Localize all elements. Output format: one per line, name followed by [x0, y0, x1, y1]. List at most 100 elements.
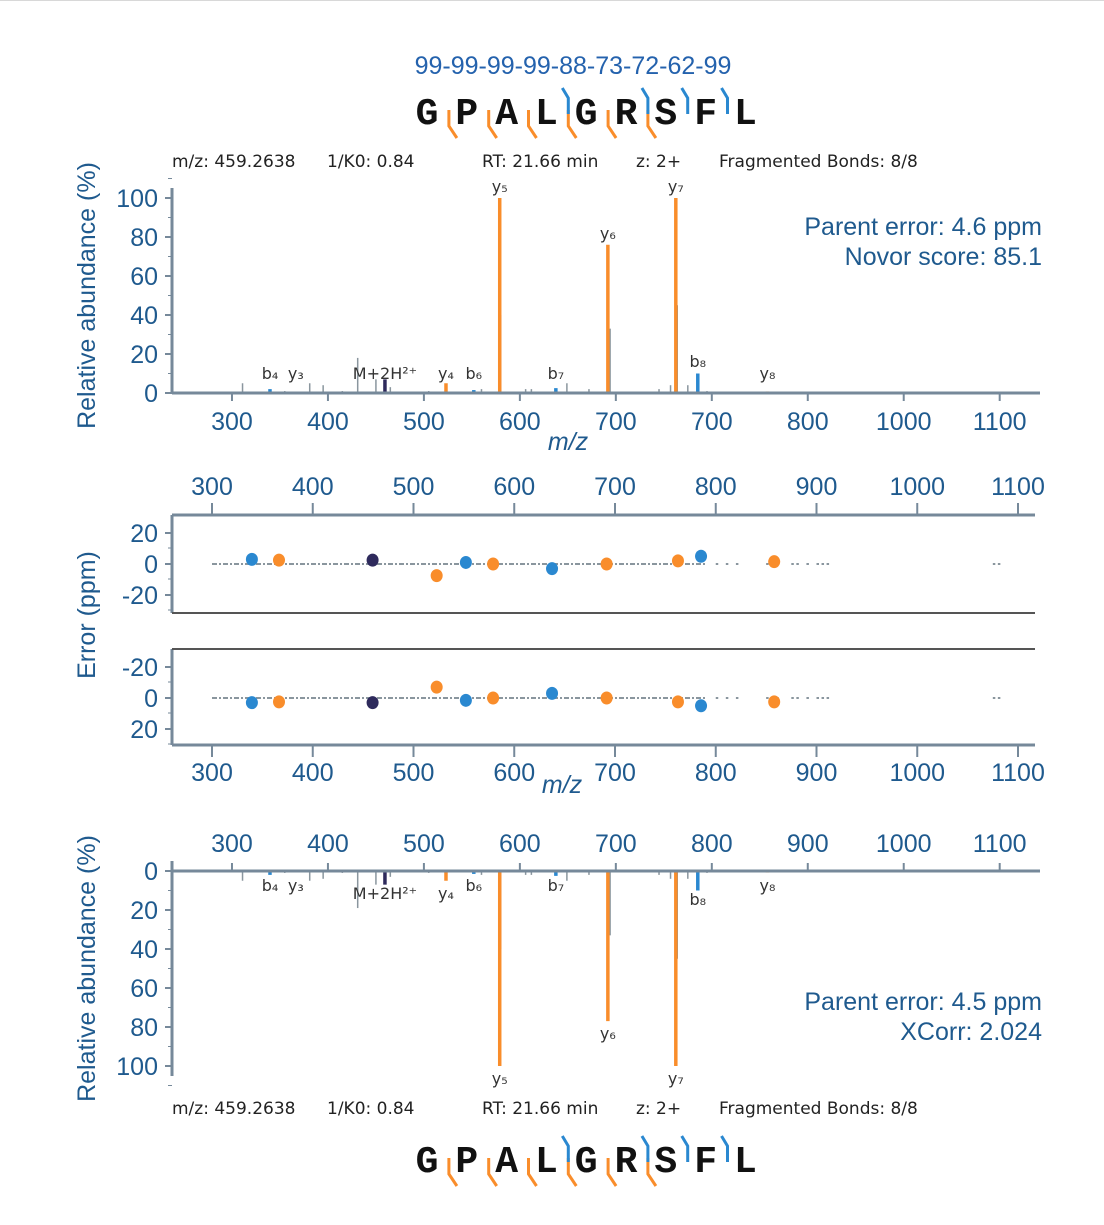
y-tick-label: 0: [144, 685, 158, 713]
x-tick-label: 600: [493, 473, 535, 501]
y-tick-label: 80: [130, 224, 158, 252]
residue: F: [694, 1141, 717, 1184]
error-point-y: [768, 555, 781, 569]
y-ion-break-mark: [566, 110, 578, 139]
top-spectrum: b₄ y₃ M+2H²⁺ y₄ b₆ y₅ b₇ y₆ y₇ b₈ y₈ 0 20 40 60 80 100 30…: [73, 162, 1042, 456]
ion-mobility: 1/K0: 0.84: [327, 152, 415, 172]
residue: P: [455, 93, 478, 136]
peak-label: b₄: [262, 876, 279, 895]
x-tick-label: 1000: [889, 759, 945, 787]
y-tick-label: 20: [130, 341, 158, 369]
y-tick-label: 20: [130, 716, 158, 744]
residue: S: [654, 93, 677, 136]
b-ion-break-mark: [561, 87, 570, 114]
x-tick-label: 900: [796, 759, 838, 787]
x-tick-label: 300: [211, 408, 253, 436]
error-point-y: [430, 569, 443, 583]
error-point-y: [600, 557, 613, 571]
score-annotation: Parent error: 4.5 ppm: [804, 988, 1042, 1016]
b-ion-break-mark: [640, 87, 650, 114]
x-tick-label: 600: [499, 408, 541, 436]
y-tick-label: 20: [130, 897, 158, 925]
y-ion-break-mark: [566, 1158, 578, 1187]
error-point-b: [546, 562, 559, 576]
x-tick-label: 700: [594, 473, 636, 501]
x-tick-label: 1100: [991, 473, 1045, 501]
x-tick-label: 300: [191, 759, 233, 787]
error-point-b: [245, 696, 258, 710]
x-tick-label: 300: [191, 473, 233, 501]
x-tick-label: 900: [787, 830, 829, 858]
x-tick-label: 500: [393, 759, 435, 787]
x-tick-label: 400: [292, 473, 334, 501]
peak-label: y₈: [760, 364, 776, 383]
x-tick-label: 500: [403, 830, 445, 858]
x-tick-label: 1100: [973, 830, 1027, 858]
peak-label: b₄: [262, 364, 279, 383]
x-tick-label: 800: [695, 759, 737, 787]
residue: S: [654, 1141, 677, 1184]
peak-label: y₆: [600, 1024, 616, 1043]
y-tick-label: -20: [122, 582, 158, 610]
x-tick-label: 800: [787, 408, 829, 436]
error-plot-bottom: -20 0 20 300 400 500 600 700 800 900 1000 1100 m/z: [122, 648, 1045, 799]
x-tick-label: 900: [796, 473, 838, 501]
error-point-b: [459, 555, 472, 569]
residue: L: [535, 1141, 558, 1184]
x-tick-label: 400: [307, 408, 349, 436]
b-ion-break-mark: [680, 1135, 690, 1162]
precursor-mz: m/z: 459.2638: [172, 152, 295, 172]
y-tick-label: 0: [144, 380, 158, 408]
residue: G: [416, 1141, 439, 1184]
x-tick-label: 400: [292, 759, 334, 787]
peak-label: y₇: [668, 1069, 684, 1088]
error-point-precursor: [366, 696, 379, 710]
x-axis-label: m/z: [548, 428, 589, 456]
y-tick-label: 100: [116, 185, 158, 213]
score-annotation: Novor score: 85.1: [845, 243, 1042, 271]
peak-label: y₃: [288, 876, 304, 895]
residue: G: [416, 93, 439, 136]
error-point-y: [671, 554, 684, 568]
b-ion-break-mark: [720, 87, 729, 114]
score-annotation: XCorr: 2.024: [900, 1018, 1042, 1046]
y-tick-label: 0: [144, 858, 158, 886]
error-point-y: [768, 695, 781, 709]
peak-label: y₈: [760, 876, 776, 895]
b-ion-break-mark: [561, 1135, 570, 1162]
y-ion-break-mark: [447, 110, 459, 139]
y-ion-break-mark: [606, 110, 618, 139]
score-annotation: Parent error: 4.6 ppm: [804, 213, 1042, 241]
x-tick-label: 800: [695, 473, 737, 501]
x-tick-label: 500: [393, 473, 435, 501]
x-tick-label: 300: [211, 830, 253, 858]
y-tick-label: 40: [130, 302, 158, 330]
error-point-y: [487, 691, 500, 705]
residue-confidence: 99-99-99-99-88-73-72-62-99: [415, 52, 732, 80]
error-point-b: [695, 549, 708, 563]
residue: R: [615, 1141, 638, 1184]
y-tick-label: -20: [122, 654, 158, 682]
y-ion-break-mark: [527, 1158, 538, 1187]
peak-label: y₇: [668, 177, 684, 196]
x-tick-label: 700: [691, 408, 733, 436]
error-point-b: [695, 699, 708, 713]
error-point-b: [546, 686, 559, 700]
y-ion-break-mark: [606, 1158, 618, 1187]
y-tick-label: 0: [144, 551, 158, 579]
peak-label: b₈: [690, 890, 707, 909]
x-tick-label: 700: [595, 408, 637, 436]
x-tick-label: 1100: [991, 759, 1045, 787]
retention-time: RT: 21.66 min: [482, 152, 598, 172]
b-ion-break-mark: [720, 1135, 729, 1162]
y-axis-label: Relative abundance (%): [73, 835, 101, 1102]
meta-top: m/z: 459.2638 1/K0: 0.84 RT: 21.66 min z…: [172, 152, 918, 172]
peak-label: b₈: [690, 352, 707, 371]
x-tick-label: 500: [403, 408, 445, 436]
error-point-precursor: [366, 553, 379, 567]
error-point-b: [459, 693, 472, 707]
meta-bottom: m/z: 459.2638 1/K0: 0.84 RT: 21.66 min z…: [172, 1099, 918, 1119]
peak-label: y₅: [492, 177, 508, 196]
charge: z: 2+: [636, 1099, 681, 1119]
